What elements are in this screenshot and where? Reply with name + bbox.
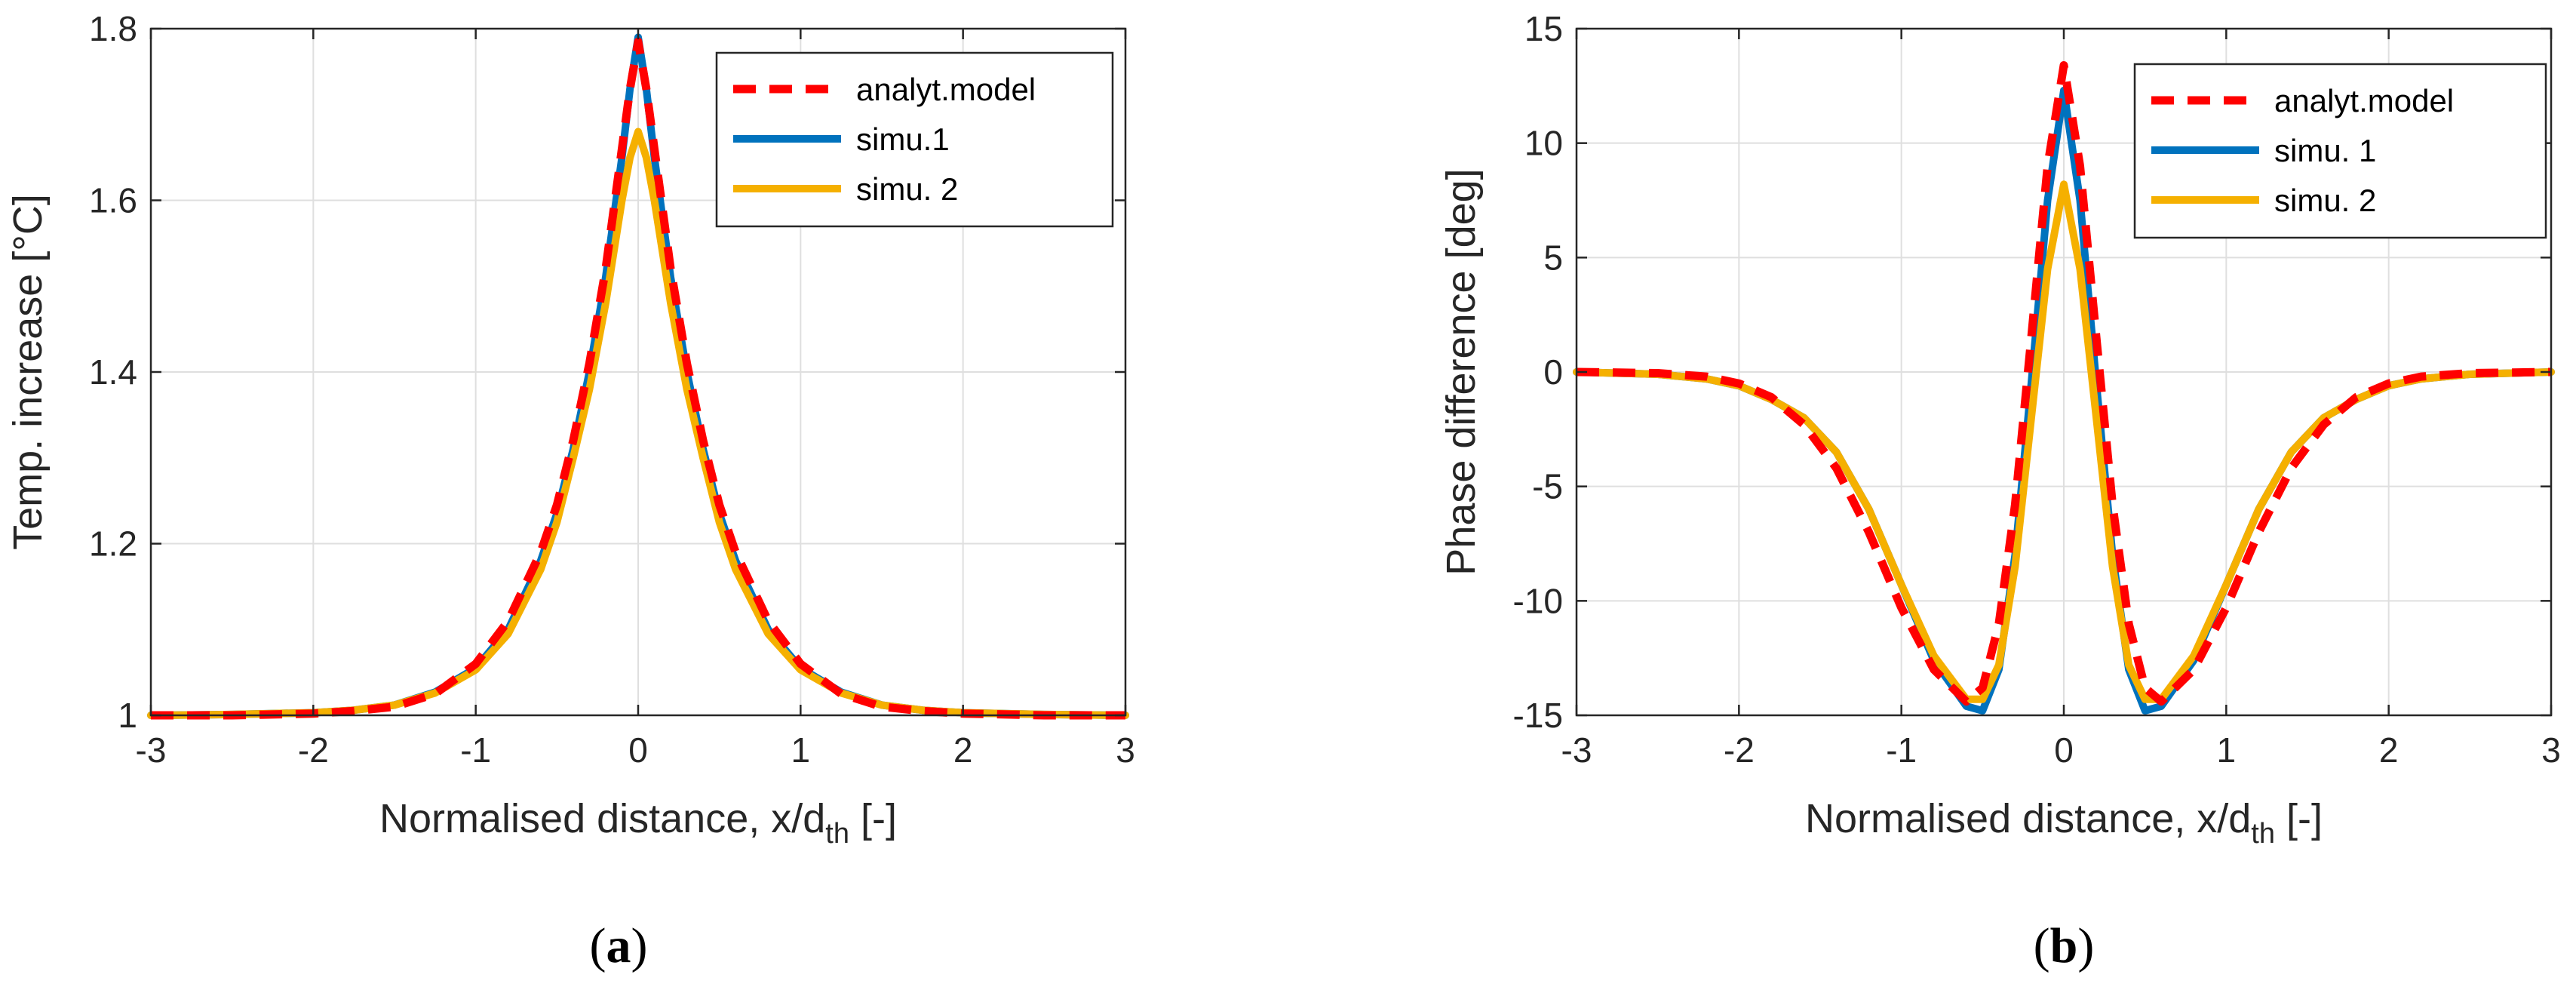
- series-line-analyt-model: [151, 37, 1125, 720]
- y-tick-label: 1.2: [89, 524, 137, 564]
- panel-caption: (b): [2034, 918, 2095, 973]
- x-tick-label: 1: [2217, 730, 2237, 770]
- x-axis-label: Normalised distance, x/dth [-]: [379, 796, 897, 850]
- legend-entry: analyt.model: [856, 72, 1036, 107]
- y-tick-label: 15: [1524, 9, 1563, 48]
- y-tick-label: -10: [1513, 581, 1563, 620]
- x-tick-label: 1: [791, 730, 811, 770]
- y-tick-label: -5: [1532, 467, 1563, 506]
- x-tick-label: -1: [460, 730, 491, 770]
- y-tick-label: 5: [1543, 238, 1563, 277]
- series-line-analyt-model: [1576, 61, 2552, 706]
- panel-caption: (a): [590, 918, 648, 973]
- y-tick-label: 1.4: [89, 352, 137, 392]
- x-tick-label: 3: [2541, 730, 2561, 770]
- x-tick-label: -2: [1724, 730, 1755, 770]
- y-axis-label: Phase difference [deg]: [1438, 168, 1484, 575]
- y-tick-label: 1.6: [89, 181, 137, 220]
- x-tick-label: 2: [2379, 730, 2399, 770]
- legend: analyt.model simu. 1 simu. 2: [2133, 63, 2547, 239]
- legend: analyt.model simu.1 simu. 2: [715, 51, 1114, 228]
- x-tick-label: 0: [2054, 730, 2074, 770]
- y-tick-label: 10: [1524, 124, 1563, 163]
- y-tick-label: 0: [1543, 352, 1563, 392]
- legend-entry: simu.1: [856, 121, 950, 157]
- chart-panel-a: -3 -2 -1 0 1 2 3 1 1.2 1.4 1.6 1.8 Normalised distan…: [5, 9, 1135, 973]
- x-tick-label: 0: [628, 730, 648, 770]
- x-tick-label: 2: [953, 730, 973, 770]
- legend-entry: analyt.model: [2274, 83, 2454, 118]
- x-tick-label: -1: [1886, 730, 1917, 770]
- y-tick-label: 1.8: [89, 9, 137, 48]
- y-tick-label: -15: [1513, 696, 1563, 735]
- x-tick-label: -3: [1561, 730, 1592, 770]
- legend-entry: simu. 2: [856, 171, 958, 207]
- x-tick-label: -2: [298, 730, 329, 770]
- y-axis-label: Temp. increase [°C]: [5, 194, 51, 550]
- legend-entry: simu. 1: [2274, 133, 2376, 168]
- series-line-simu-2: [1573, 180, 2555, 703]
- x-axis-label: Normalised distance, x/dth [-]: [1805, 796, 2323, 850]
- legend-entry: simu. 2: [2274, 183, 2376, 218]
- x-tick-label: -3: [136, 730, 167, 770]
- x-tick-label: 3: [1116, 730, 1135, 770]
- y-tick-label: 1: [118, 696, 137, 735]
- series-lines: [1573, 61, 2555, 715]
